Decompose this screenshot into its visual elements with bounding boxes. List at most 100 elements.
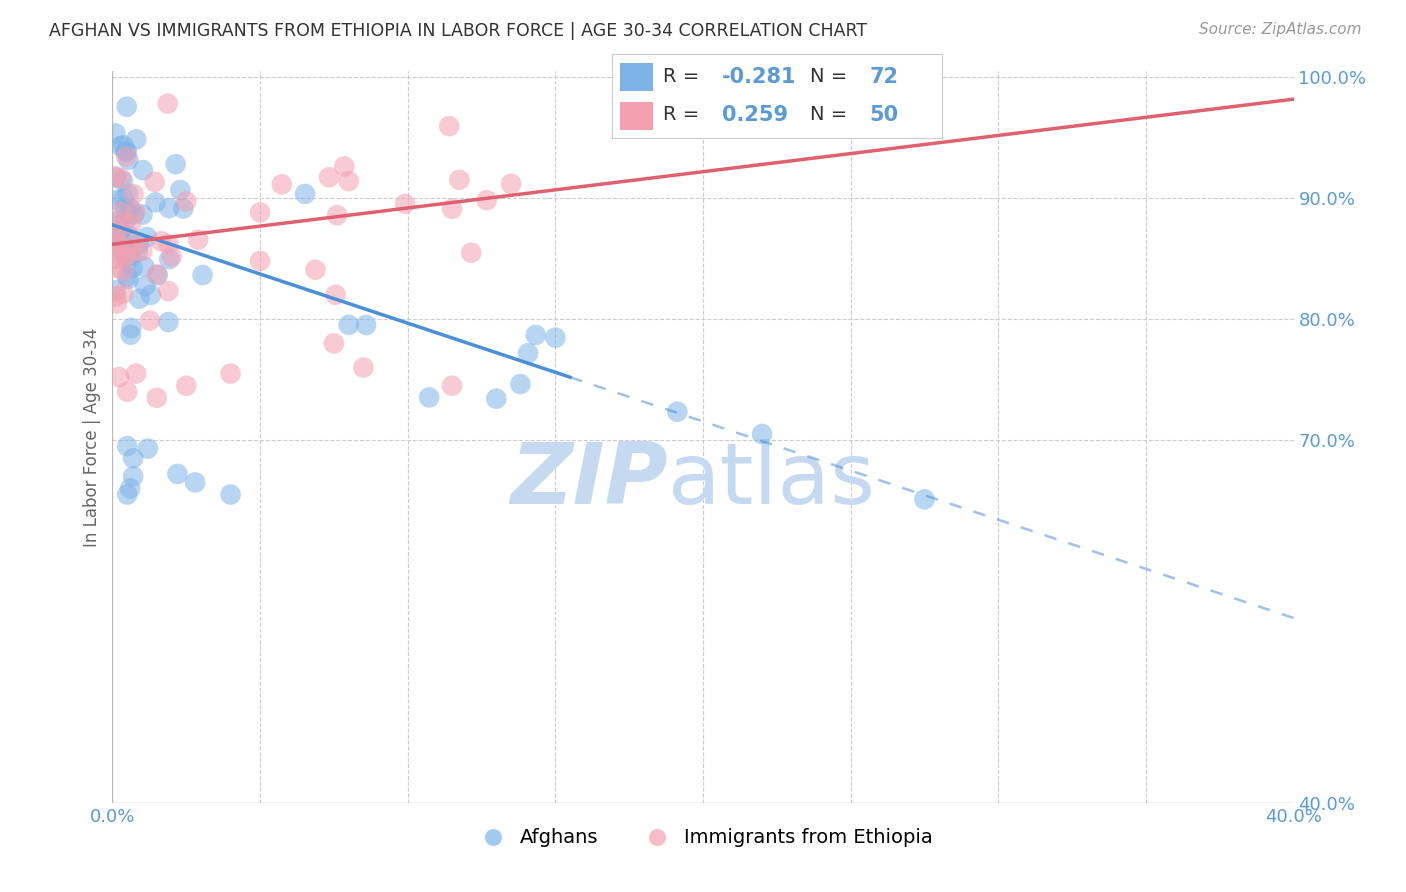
Point (120, 245, 142, 260)
Point (114, 201, 136, 215)
Point (118, 201, 141, 215)
Point (485, 392, 508, 406)
Text: N =: N = (810, 105, 853, 125)
Y-axis label: In Labor Force | Age 30-34: In Labor Force | Age 30-34 (83, 327, 101, 547)
Point (118, 272, 141, 286)
Point (112, 247, 135, 261)
Point (157, 201, 180, 215)
Point (104, 283, 127, 297)
Point (107, 236, 129, 251)
Point (105, 193, 128, 207)
Point (475, 193, 498, 207)
Point (111, 174, 134, 188)
Point (125, 132, 148, 146)
Point (122, 187, 145, 202)
Point (666, 405, 689, 419)
Point (318, 170, 340, 185)
Text: R =: R = (662, 105, 711, 125)
Point (394, 197, 416, 211)
Point (294, 186, 316, 201)
Point (544, 331, 567, 345)
Point (110, 204, 132, 219)
FancyBboxPatch shape (620, 62, 652, 91)
Point (143, 175, 166, 189)
Point (165, 157, 187, 171)
Point (304, 262, 326, 277)
FancyBboxPatch shape (620, 102, 652, 130)
Point (120, 482, 142, 496)
Point (114, 145, 136, 159)
Point (120, 321, 142, 335)
Point (115, 269, 138, 284)
Point (114, 213, 136, 227)
Point (118, 249, 141, 263)
Point (104, 170, 127, 185)
Point (120, 217, 142, 231)
Point (145, 195, 167, 210)
Point (117, 186, 139, 201)
Point (270, 178, 292, 192)
Point (437, 119, 460, 133)
Point (104, 289, 127, 303)
Point (169, 183, 191, 197)
Point (134, 260, 156, 274)
Point (449, 173, 471, 187)
Point (509, 377, 531, 392)
Text: ZIP: ZIP (510, 440, 668, 523)
Legend: Afghans, Immigrants from Ethiopia: Afghans, Immigrants from Ethiopia (465, 821, 941, 855)
Point (166, 467, 188, 481)
Point (107, 214, 129, 228)
Point (134, 279, 156, 293)
Point (110, 139, 132, 153)
Point (112, 264, 135, 278)
Point (219, 367, 242, 381)
Text: 0.259: 0.259 (723, 105, 789, 125)
Point (117, 255, 139, 269)
Point (337, 174, 360, 188)
Point (187, 233, 209, 247)
Point (115, 100, 138, 114)
Point (112, 138, 135, 153)
Point (117, 153, 139, 167)
Point (128, 292, 150, 306)
Point (107, 223, 129, 237)
Point (131, 244, 153, 259)
Point (174, 194, 197, 209)
Point (104, 252, 127, 266)
Point (104, 233, 127, 247)
Point (117, 384, 138, 399)
Point (112, 192, 135, 206)
Point (352, 360, 374, 375)
Point (110, 171, 132, 186)
Point (323, 336, 346, 351)
Point (333, 159, 356, 173)
Point (156, 96, 179, 111)
Point (146, 268, 169, 283)
Point (108, 370, 131, 384)
Point (172, 202, 194, 216)
Point (914, 492, 936, 507)
Point (107, 230, 129, 244)
Point (115, 149, 138, 163)
Point (124, 236, 146, 251)
Point (112, 238, 135, 252)
Point (131, 207, 153, 221)
Point (114, 249, 136, 263)
Text: Source: ZipAtlas.com: Source: ZipAtlas.com (1198, 22, 1361, 37)
Point (115, 145, 138, 159)
Point (118, 228, 141, 243)
Point (112, 286, 135, 301)
Point (127, 244, 149, 259)
Point (136, 230, 159, 244)
Point (122, 451, 145, 466)
Point (117, 439, 138, 453)
Point (184, 475, 207, 490)
Point (751, 427, 773, 442)
Text: N =: N = (810, 67, 853, 87)
Point (146, 391, 169, 405)
Point (157, 315, 180, 329)
Point (460, 245, 482, 260)
Point (501, 177, 523, 191)
Point (517, 346, 540, 360)
Point (132, 163, 155, 178)
